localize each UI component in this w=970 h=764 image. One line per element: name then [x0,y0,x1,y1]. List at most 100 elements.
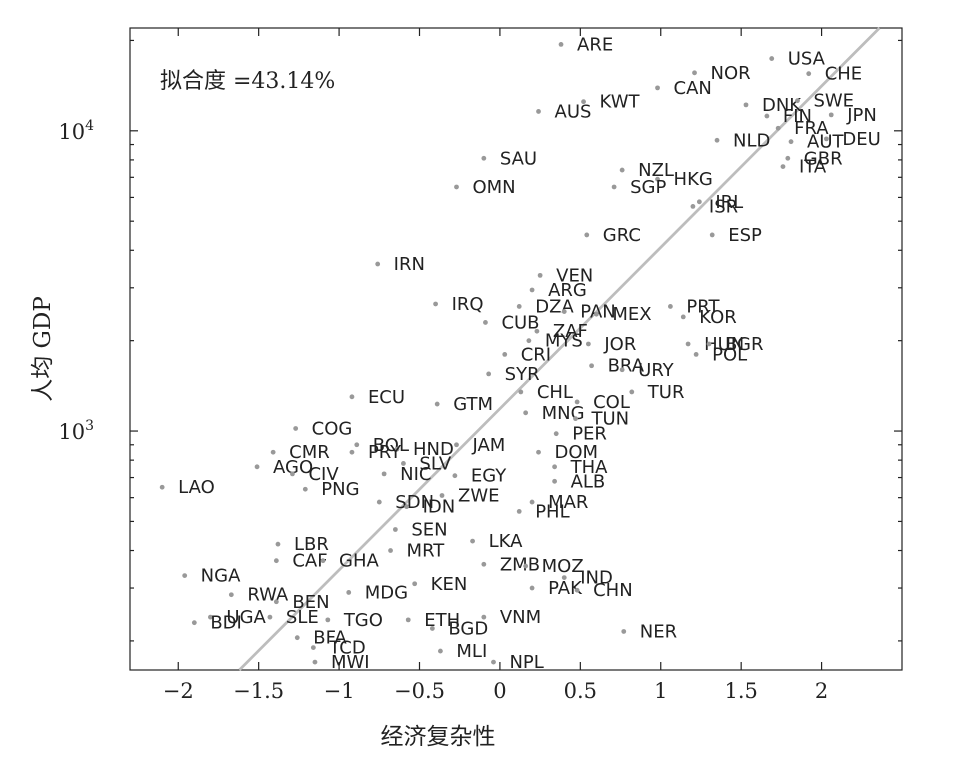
y-tick-label: 104 [58,118,94,144]
point-label: BDI [210,613,242,634]
point-label: IRQ [452,294,484,315]
point-label: JPN [846,105,877,126]
data-point [433,301,438,307]
data-point [594,311,599,317]
data-point [481,155,487,161]
x-tick-label: 0 [493,679,506,703]
point-label: NPL [509,652,543,673]
point-label: ESP [728,225,762,246]
x-axis-ticks: −2 −1.5 −1 −0.5 0 0.5 1 1.5 2 [163,28,828,703]
y-axis-title: 人均 GDP [30,296,56,402]
point-label: SAU [500,148,537,169]
data-point [470,538,475,544]
point-label: ECU [368,387,405,408]
data-point [375,261,381,267]
data-point [824,136,829,142]
data-point [806,71,812,77]
data-point [434,401,440,407]
x-axis-title: 经济复杂性 [381,724,496,750]
data-point [502,352,508,357]
data-point [561,575,567,580]
point-label: SEN [411,519,447,540]
data-point [312,659,318,665]
point-label: MAR [548,492,588,513]
point-label: DOM [555,442,599,463]
point-label: BOL [373,435,409,456]
x-tick-label: 0.5 [564,679,597,703]
point-label: CAN [674,78,712,99]
data-point [454,184,459,190]
data-point [553,431,559,437]
data-point [182,573,188,579]
point-label: NOR [711,63,751,84]
point-label: SGP [630,177,666,198]
data-point [655,176,660,182]
x-tick-label: 1.5 [724,679,757,703]
point-label: ARE [577,34,613,55]
data-point [574,399,580,405]
point-label: JOR [603,334,636,355]
data-point [392,527,398,532]
point-label: HUN [704,334,744,355]
data-point [529,499,535,505]
data-point [573,416,578,422]
point-label: ZAF [553,321,588,342]
point-label: KOR [699,307,737,328]
data-point [629,389,635,395]
point-label: BGD [448,618,488,639]
data-point [589,363,594,369]
point-label: PHL [535,501,569,522]
point-label: SWE [813,91,854,112]
point-label: IDN [423,497,456,518]
point-label: POL [712,344,747,365]
data-point [529,585,535,591]
point-label: TCD [328,638,365,659]
data-point [273,558,279,564]
data-point [668,304,673,309]
point-label: TUR [647,382,685,403]
data-point [516,304,522,309]
data-point [405,617,411,623]
point-label: SYR [505,364,540,385]
data-point [561,309,567,314]
data-point [294,635,300,641]
point-label: MRT [407,541,446,562]
point-label: CHN [593,580,633,601]
data-point [302,486,308,492]
point-label: PRT [686,296,720,317]
point-label: GBR [804,148,843,169]
data-point [552,478,557,484]
data-point [780,164,786,169]
point-label: PRY [368,442,402,463]
point-label: FIN [783,106,812,127]
point-label: ITA [799,157,827,178]
data-point [320,558,326,564]
point-label: ISR [709,196,738,217]
data-point [267,614,273,620]
data-point [491,659,496,665]
data-point [714,137,720,143]
data-point [293,426,299,431]
x-tick-label: −0.5 [394,679,445,703]
data-point [290,471,295,477]
point-label: MLI [456,641,487,662]
point-label: TGO [343,610,383,631]
data-point [454,442,459,448]
point-label: SLE [286,607,319,628]
data-point [795,98,800,104]
point-label: SLV [419,453,451,474]
data-point [270,449,276,455]
point-label: GTM [453,394,493,415]
data-point [438,648,443,654]
point-label: BEN [292,592,329,613]
y-tick-label: 103 [58,418,94,444]
point-label: PAN [580,302,615,323]
point-label: IRL [715,192,743,213]
data-point [706,341,712,347]
data-point [208,614,213,620]
x-tick-label: −1 [324,679,355,703]
data-point [191,620,197,626]
data-point [690,204,696,209]
data-point [680,314,686,320]
